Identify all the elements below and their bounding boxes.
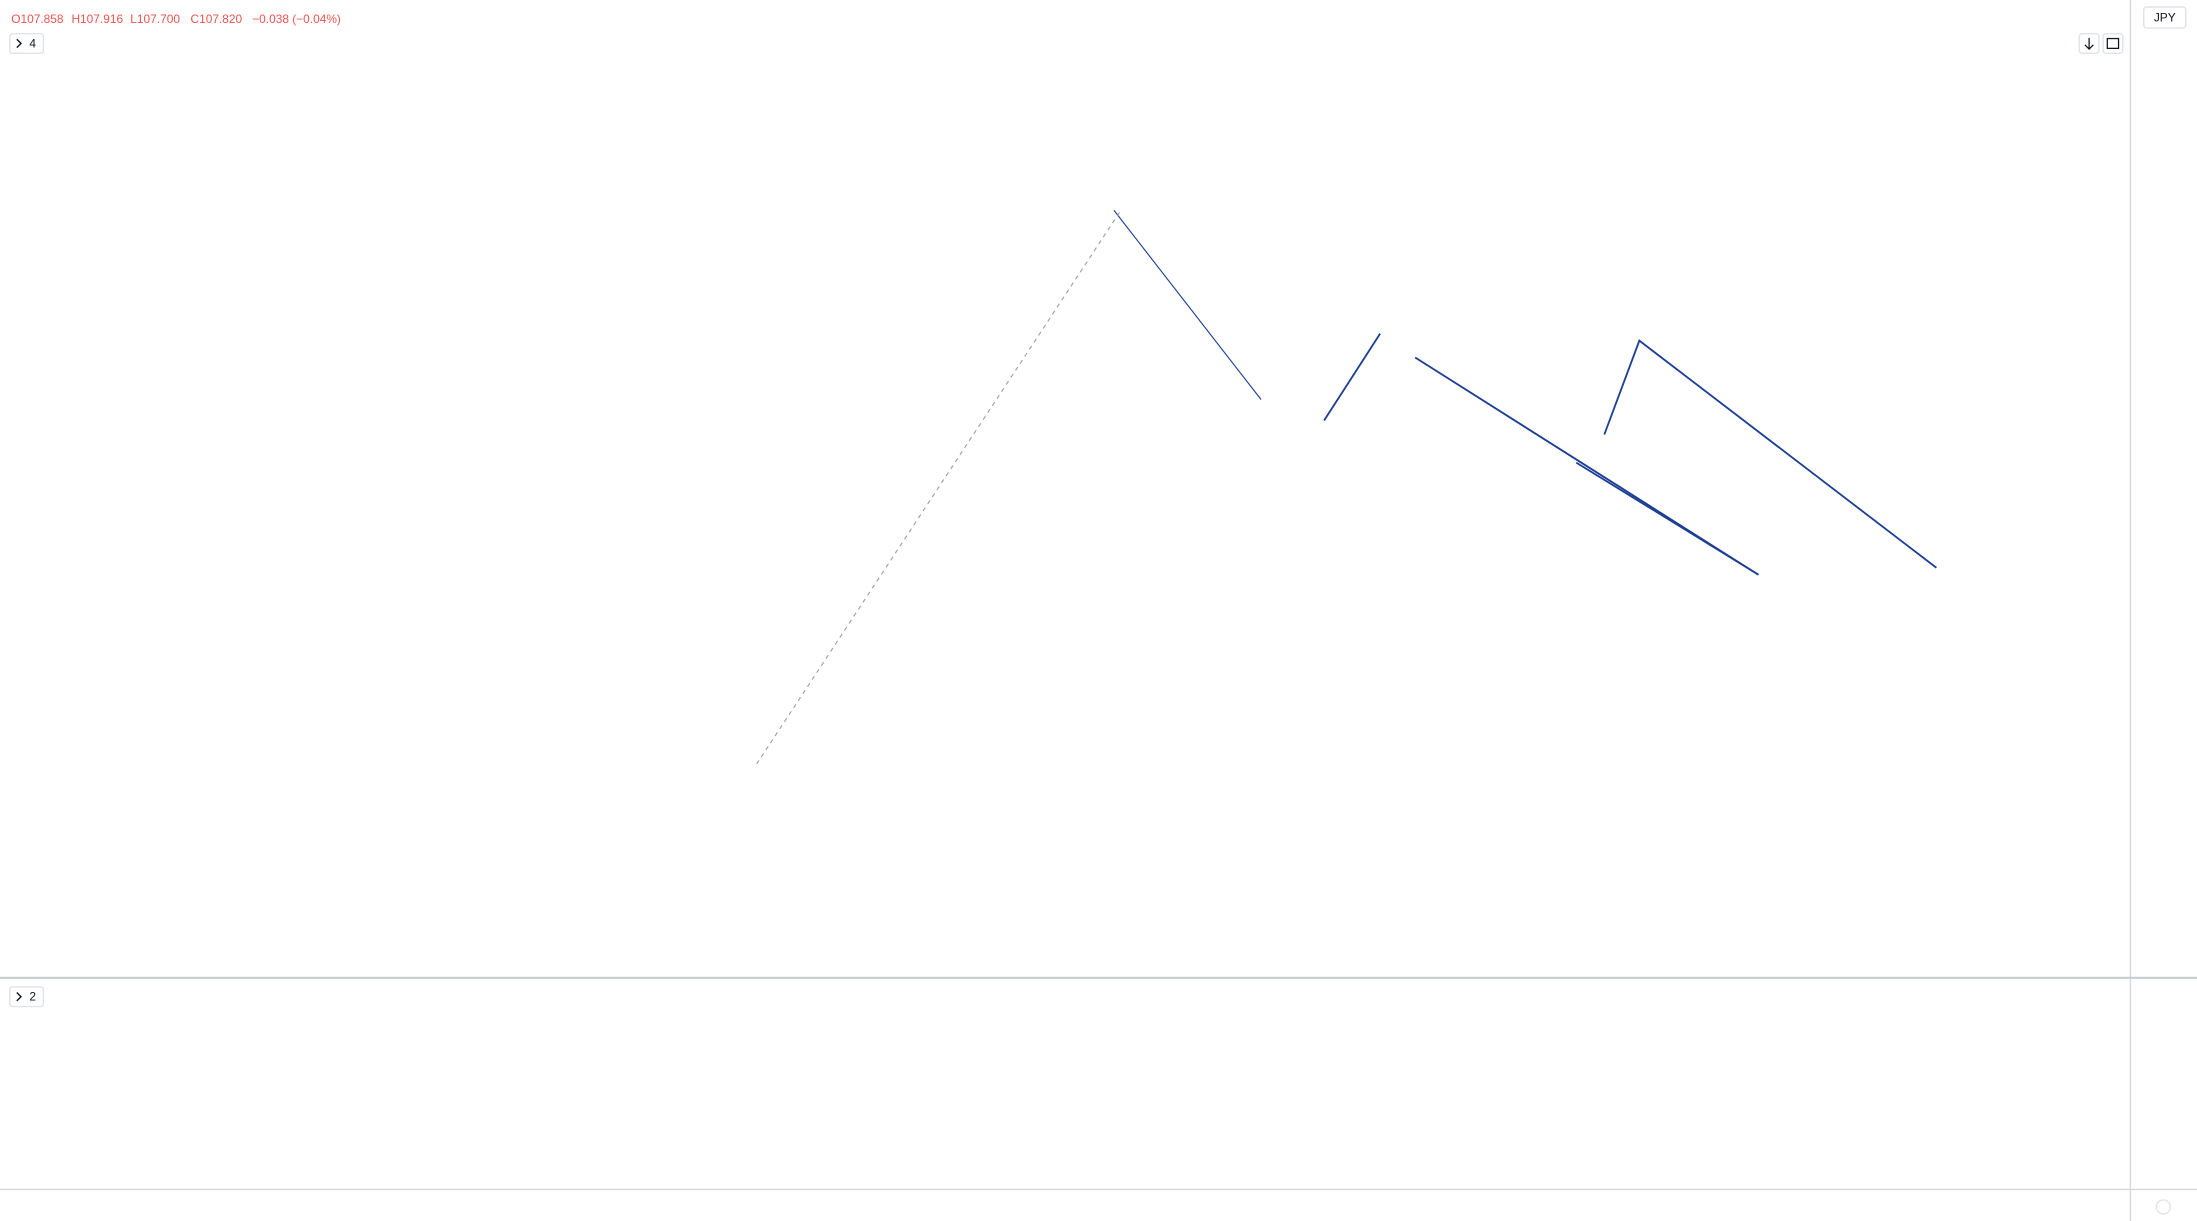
trend-lines: [756, 209, 1937, 765]
chevron-icon: [16, 992, 23, 1002]
trend-line: [1113, 209, 1262, 400]
price-axis-background: [2131, 0, 2197, 1221]
main-pane-count: 4: [29, 36, 36, 50]
currency: JPY: [2154, 10, 2176, 24]
pane-toggle[interactable]: [9, 986, 45, 1008]
trend-line: [1603, 339, 1937, 569]
currency-button[interactable]: [2143, 6, 2187, 29]
pane-toggle[interactable]: [9, 32, 45, 54]
ohlc-close: C107.820: [191, 12, 243, 26]
fullscreen-button[interactable]: [2102, 32, 2124, 54]
ohlc-high: H107.916: [71, 12, 123, 26]
ohlc-low: L107.700: [130, 12, 180, 26]
arrow-icon: [2084, 37, 2094, 50]
ohlc-open: O107.858: [11, 12, 64, 26]
osc-pane-count: 2: [29, 990, 36, 1004]
ohlc-change: −0.038 (−0.04%): [252, 12, 341, 26]
trend-line: [1323, 333, 1381, 422]
trend-line: [1575, 461, 1759, 576]
fullscreen-icon: [2106, 37, 2120, 49]
auto-scale-button[interactable]: [2155, 1199, 2172, 1215]
fib-trend-line: [756, 209, 1122, 765]
chevron-icon: [16, 38, 23, 49]
